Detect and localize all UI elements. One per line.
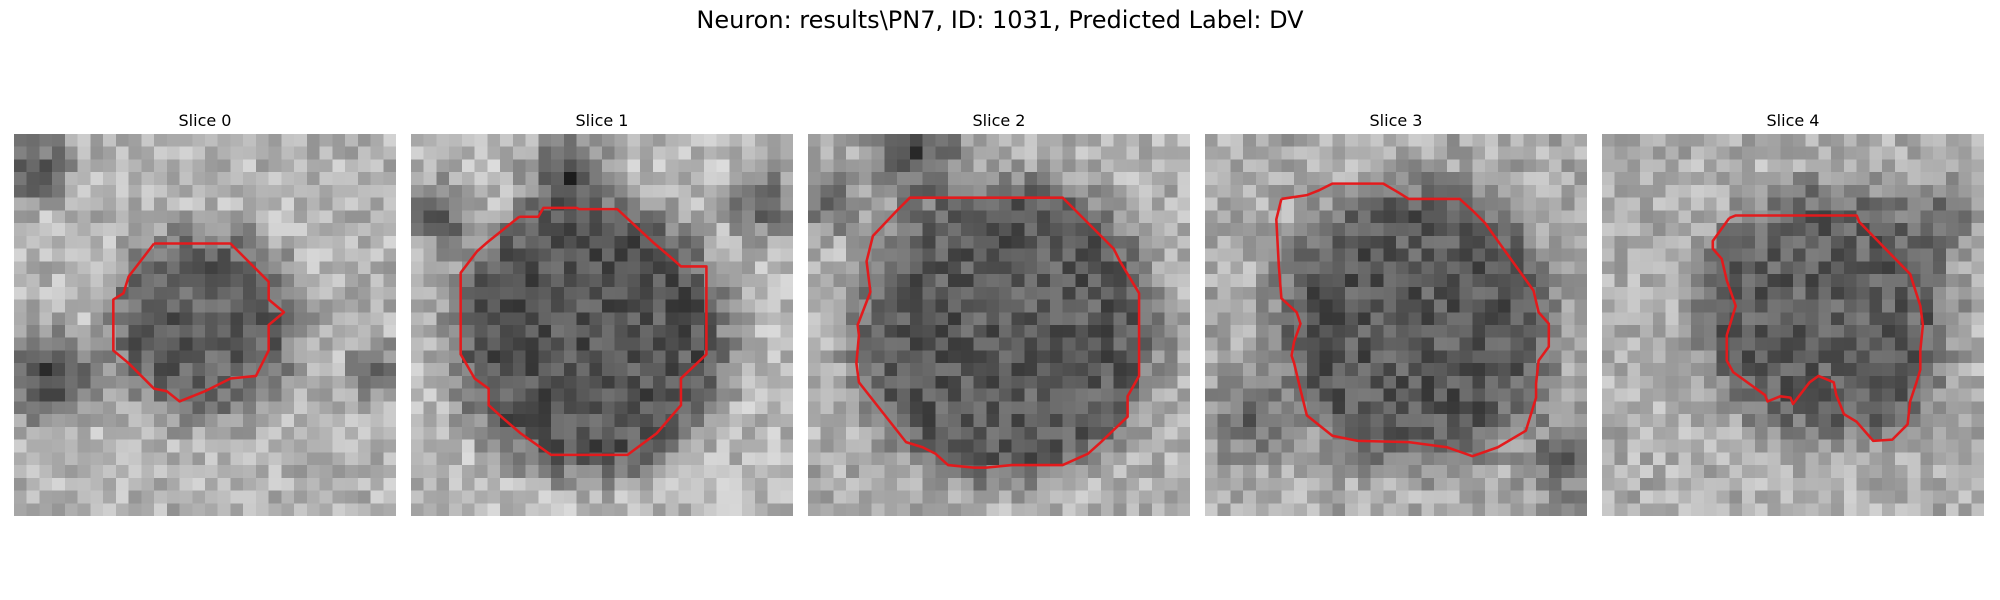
slice-panel-3: Slice 3 bbox=[1205, 110, 1587, 516]
slice-image-0 bbox=[14, 134, 396, 516]
slice-image-3 bbox=[1205, 134, 1587, 516]
slice-image-4 bbox=[1602, 134, 1984, 516]
slice-contour-0 bbox=[112, 242, 286, 403]
figure-title: Neuron: results\PN7, ID: 1031, Predicted… bbox=[696, 6, 1304, 34]
slice-title-1: Slice 1 bbox=[575, 111, 629, 130]
slice-panel-2: Slice 2 bbox=[808, 110, 1190, 516]
slice-title-3: Slice 3 bbox=[1369, 111, 1423, 130]
slice-title-0: Slice 0 bbox=[178, 111, 232, 130]
slice-title-4: Slice 4 bbox=[1766, 111, 1820, 130]
slice-panel-1: Slice 1 bbox=[411, 110, 793, 516]
slice-title-2: Slice 2 bbox=[972, 111, 1026, 130]
slice-contour-3 bbox=[1275, 182, 1551, 458]
slice-panel-4: Slice 4 bbox=[1602, 110, 1984, 516]
slice-image-1 bbox=[411, 134, 793, 516]
slice-panel-0: Slice 0 bbox=[14, 110, 396, 516]
slice-contour-4 bbox=[1711, 214, 1925, 443]
slice-contour-1 bbox=[459, 206, 708, 457]
slice-contour-2 bbox=[855, 196, 1141, 469]
